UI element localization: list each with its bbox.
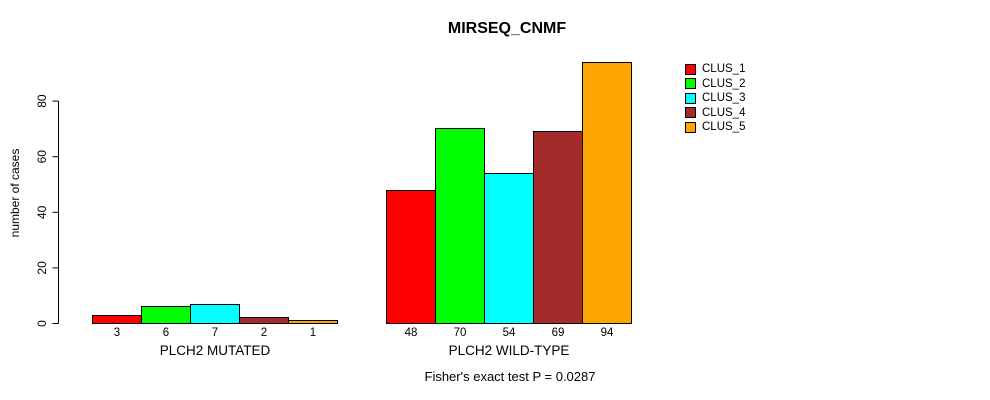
legend-item-clus_3: CLUS_3 — [685, 91, 745, 106]
bar-value-label: 94 — [600, 327, 614, 339]
legend-label: CLUS_2 — [702, 77, 746, 90]
legend-label: CLUS_5 — [702, 121, 746, 134]
bar-value-label: 7 — [211, 327, 219, 339]
legend-item-clus_4: CLUS_4 — [685, 106, 745, 121]
y-tick-label: 60 — [35, 150, 49, 164]
legend-item-clus_5: CLUS_5 — [685, 120, 745, 135]
legend-swatch-icon — [685, 78, 696, 90]
legend-label: CLUS_1 — [702, 63, 746, 76]
legend-swatch-icon — [685, 63, 696, 75]
y-tick-label: 40 — [35, 205, 49, 219]
legend-item-clus_2: CLUS_2 — [685, 77, 745, 92]
y-tick-label: 0 — [35, 320, 49, 327]
bar-plch2-mutated-clus_1 — [92, 315, 142, 324]
y-tick-label: 80 — [35, 94, 49, 108]
fisher-test-footnote: Fisher's exact test P = 0.0287 — [424, 369, 596, 384]
legend-swatch-icon — [685, 92, 696, 104]
bar-plch2-mutated-clus_3 — [190, 304, 240, 324]
legend-label: CLUS_4 — [702, 106, 746, 119]
bar-plch2-wild-type-clus_4 — [533, 131, 583, 324]
legend-swatch-icon — [685, 121, 696, 133]
bar-value-label: 70 — [453, 327, 467, 339]
y-tick-label: 20 — [35, 261, 49, 275]
bar-value-label: 2 — [260, 327, 268, 339]
bar-plch2-mutated-clus_2 — [141, 306, 191, 324]
bar-plch2-wild-type-clus_2 — [435, 128, 485, 324]
legend-swatch-icon — [685, 107, 696, 119]
bar-plch2-wild-type-clus_1 — [386, 190, 436, 324]
bar-value-label: 69 — [551, 327, 565, 339]
bar-value-label: 3 — [113, 327, 121, 339]
legend: CLUS_1 CLUS_2 CLUS_3 CLUS_4 CLUS_5 — [685, 62, 745, 135]
bar-value-label: 48 — [404, 327, 418, 339]
group-label-plch2-wild-type: PLCH2 WILD-TYPE — [448, 343, 570, 358]
group-label-plch2-mutated: PLCH2 MUTATED — [159, 343, 271, 358]
chart-title: MIRSEQ_CNMF — [447, 20, 567, 37]
bar-value-label: 54 — [502, 327, 516, 339]
legend-item-clus_1: CLUS_1 — [685, 62, 745, 77]
bar-plch2-wild-type-clus_3 — [484, 173, 534, 324]
legend-label: CLUS_3 — [702, 92, 746, 105]
bar-value-label: 6 — [162, 327, 170, 339]
bar-plch2-mutated-clus_5 — [288, 320, 338, 324]
bar-plch2-wild-type-clus_5 — [582, 62, 632, 324]
bar-plch2-mutated-clus_4 — [239, 317, 289, 324]
bar-value-label: 1 — [309, 327, 317, 339]
